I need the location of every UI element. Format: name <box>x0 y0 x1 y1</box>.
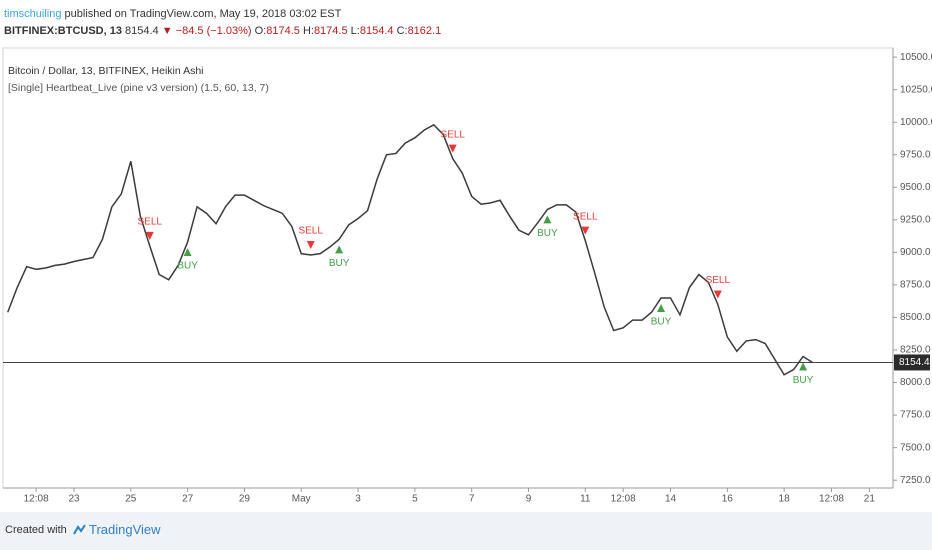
ohlc-value: 8162.1 <box>407 25 442 37</box>
signal-label: BUY <box>177 261 198 272</box>
signal-label: BUY <box>537 228 558 239</box>
x-tick-label: 12:08 <box>819 494 844 505</box>
published: published on TradingView.com, May 19, 20… <box>61 8 342 20</box>
signal-label: SELL <box>138 217 163 228</box>
y-tick-label: 8000.0 <box>900 377 931 388</box>
ohlc-value: 8154.4 <box>359 25 394 37</box>
ohlc-label: C: <box>396 25 408 37</box>
x-tick-label: 9 <box>526 494 532 505</box>
y-tick-label: 7750.0 <box>900 410 931 421</box>
signal-marker <box>335 245 344 254</box>
y-tick-label: 8750.0 <box>900 280 931 291</box>
y-tick-label: 10250.0 <box>900 84 932 95</box>
y-tick-label: 10000.0 <box>900 117 932 128</box>
author[interactable]: timschuiling <box>4 8 62 20</box>
x-tick-label: 7 <box>469 494 475 505</box>
y-tick-label: 9500.0 <box>900 182 931 193</box>
signal-marker <box>543 215 552 224</box>
price-line <box>7 123 813 376</box>
y-tick-label: 10500.0 <box>900 52 932 63</box>
publish-line: timschuiling published on TradingView.co… <box>4 6 441 23</box>
x-tick-label: 11 <box>580 494 591 505</box>
signal-marker <box>657 303 666 312</box>
header: timschuiling published on TradingView.co… <box>4 6 441 40</box>
ohlc-label: O: <box>254 25 267 37</box>
y-tick-label: 7250.0 <box>900 475 931 486</box>
quote-line: BITFINEX:BTCUSD, 13 8154.4 ▼ −84.5 (−1.0… <box>4 23 441 40</box>
ohlc-label: L: <box>350 25 360 37</box>
signal-label: SELL <box>706 275 731 286</box>
signal-label: SELL <box>440 129 465 140</box>
y-tick-label: 9750.0 <box>900 149 931 160</box>
x-tick-label: 14 <box>665 494 677 505</box>
symbol: BITFINEX:BTCUSD, 13 <box>4 25 122 37</box>
signal-marker <box>183 247 192 256</box>
y-tick-label: 8500.0 <box>900 312 931 323</box>
signal-label: SELL <box>298 226 323 237</box>
created-with: Created with <box>5 524 67 536</box>
signal-marker <box>306 240 315 249</box>
x-tick-label: 27 <box>182 494 194 505</box>
signal-label: BUY <box>651 317 672 328</box>
brand[interactable]: TradingView <box>89 522 161 537</box>
indicator-label: [Single] Heartbeat_Live (pine v3 version… <box>8 82 269 94</box>
signal-label: BUY <box>793 375 814 386</box>
y-tick-label: 8250.0 <box>900 345 931 356</box>
y-tick-label: 9000.0 <box>900 247 931 258</box>
x-tick-label: 12:08 <box>611 494 636 505</box>
signal-label: BUY <box>329 258 350 269</box>
x-tick-label: 5 <box>412 494 418 505</box>
last: 8154.4 <box>125 25 159 37</box>
y-tick-label: 7500.0 <box>900 442 931 453</box>
ohlc-value: 8174.5 <box>266 25 300 37</box>
legend-title: Bitcoin / Dollar, 13, BITFINEX, Heikin A… <box>8 65 204 77</box>
x-tick-label: 16 <box>722 494 734 505</box>
signal-marker <box>713 290 722 299</box>
footer: Created with TradingView <box>0 512 932 550</box>
change: ▼ −84.5 (−1.03%) <box>161 25 252 37</box>
ohlc-value: 8174.5 <box>313 25 348 37</box>
signal-marker <box>581 226 590 235</box>
signal-label: SELL <box>573 211 598 222</box>
logo <box>73 524 86 535</box>
ohlc-label: H: <box>302 25 314 37</box>
x-tick-label: 12:08 <box>24 494 49 505</box>
ohlc: O:8174.5 H:8174.5 L:8154.4 C:8162.1 <box>255 25 442 37</box>
signal-marker <box>799 362 808 371</box>
x-tick-label: 29 <box>239 494 251 505</box>
y-tick-label: 9250.0 <box>900 214 931 225</box>
x-tick-label: 3 <box>355 494 361 505</box>
x-tick-label: 25 <box>125 494 137 505</box>
x-tick-label: 21 <box>864 494 876 505</box>
x-tick-label: May <box>292 494 311 505</box>
signal-marker <box>145 231 154 240</box>
signal-marker <box>448 144 457 153</box>
x-tick-label: 18 <box>779 494 791 505</box>
plot-frame <box>2 47 894 489</box>
x-tick-label: 23 <box>68 494 80 505</box>
chart: Bitcoin / Dollar, 13, BITFINEX, Heikin A… <box>2 47 932 505</box>
last-price-box <box>894 354 930 371</box>
last-price-label: 8154.4 <box>899 357 930 368</box>
